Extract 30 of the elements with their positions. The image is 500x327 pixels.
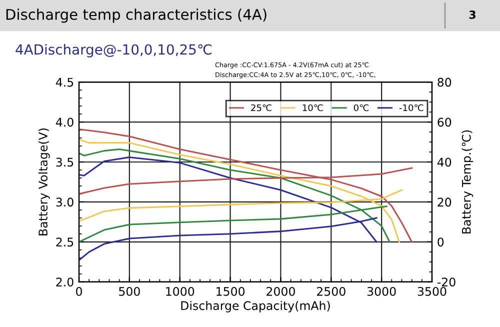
x-axis-title: Discharge Capacity(mAh) bbox=[181, 300, 330, 312]
chart-title: Discharge temp characteristics (4A) bbox=[6, 8, 266, 23]
y-tick-label: 2.0 bbox=[56, 278, 74, 287]
y2-tick-label: 80 bbox=[438, 78, 452, 87]
x-tick-label: 0 bbox=[76, 286, 82, 296]
x-tick-label: 1500 bbox=[216, 286, 245, 296]
y-tick-label: 4.0 bbox=[56, 118, 74, 127]
y2-tick-label: 40 bbox=[437, 158, 452, 167]
text: 3 bbox=[469, 10, 476, 19]
x-tick-label: 3000 bbox=[367, 286, 396, 296]
y2-tick-label: 0 bbox=[438, 238, 444, 247]
x-tick-label: 2500 bbox=[316, 286, 346, 296]
x-tick-label: 2000 bbox=[266, 286, 295, 296]
x-tick-label: 500 bbox=[119, 286, 140, 296]
chart-subtitle: 4ADischarge@-10,0,10,25℃ bbox=[16, 44, 212, 58]
legend-label: 10℃ bbox=[302, 104, 323, 112]
y2-tick-label: -20 bbox=[437, 278, 456, 287]
y-tick-label: 3.5 bbox=[56, 158, 74, 167]
y-axis-title: Battery Voltage(V) bbox=[38, 128, 50, 236]
y-tick-label: 4.5 bbox=[56, 78, 74, 87]
y2-tick-label: 20 bbox=[438, 198, 452, 207]
x-tick-label: 1000 bbox=[166, 286, 194, 296]
legend-label: -10℃ bbox=[399, 104, 424, 112]
y-tick-label: 3.0 bbox=[56, 198, 74, 207]
x-tick-label: 3500 bbox=[418, 286, 446, 296]
legend-label: 25℃ bbox=[251, 104, 272, 112]
y2-axis-title: Battery Temp.(℃) bbox=[462, 130, 474, 234]
legend-label: 0℃ bbox=[354, 104, 369, 112]
y2-tick-label: 60 bbox=[438, 118, 452, 127]
y-tick-label: 2.5 bbox=[56, 238, 74, 247]
